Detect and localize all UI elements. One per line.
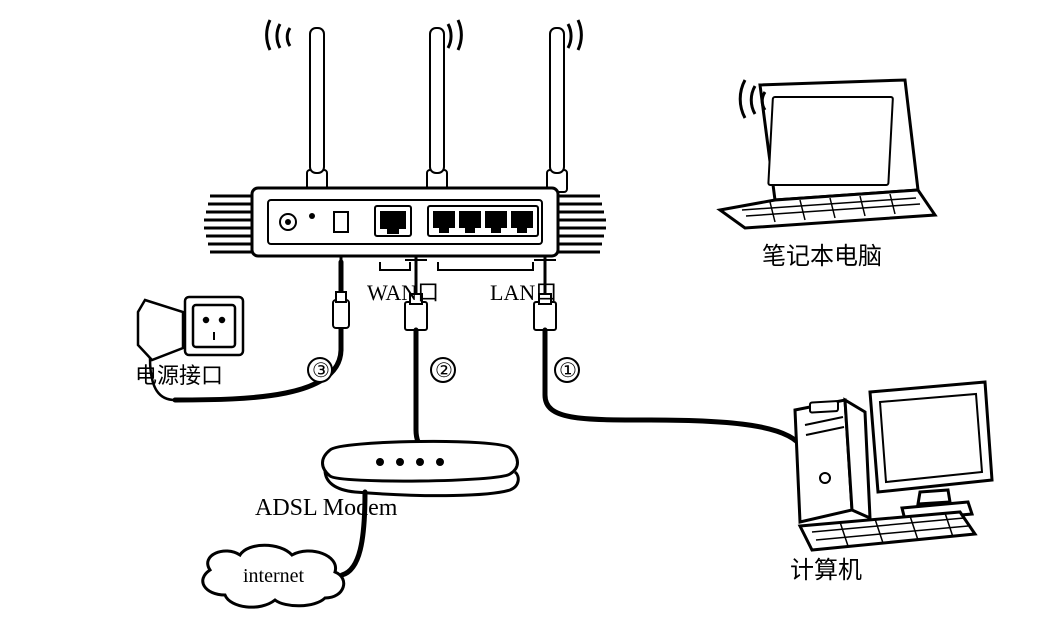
wifi-arcs-mid-antenna xyxy=(448,20,461,50)
wan-port-label: WAN口 xyxy=(367,275,439,307)
antenna-2 xyxy=(427,28,447,192)
step2-label: ② xyxy=(435,358,453,383)
power-plug-icon xyxy=(333,256,349,328)
desktop-computer-icon xyxy=(795,382,992,550)
antenna-3 xyxy=(547,28,567,192)
cable-step2 xyxy=(416,330,440,455)
laptop-label: 笔记本电脑 xyxy=(762,236,882,271)
lan-port-label: LAN口 xyxy=(490,275,557,307)
computer-label: 计算机 xyxy=(790,550,862,585)
antenna-1 xyxy=(307,28,327,192)
adsl-modem-label: ADSL Modem xyxy=(255,495,397,522)
adsl-modem-icon xyxy=(323,441,519,495)
diagram-stage: 笔记本电脑 WAN口 LAN口 电源接口 ADSL Modem internet… xyxy=(0,0,1053,630)
step3-label: ③ xyxy=(312,358,330,383)
wifi-arcs-left-antenna xyxy=(267,20,290,50)
cable-step1 xyxy=(545,330,802,448)
power-adapter-icon xyxy=(138,297,243,360)
power-port-label: 电源接口 xyxy=(135,358,223,390)
diagram-svg xyxy=(0,0,1053,630)
internet-label: internet xyxy=(243,565,304,588)
step1-label: ① xyxy=(559,358,577,383)
